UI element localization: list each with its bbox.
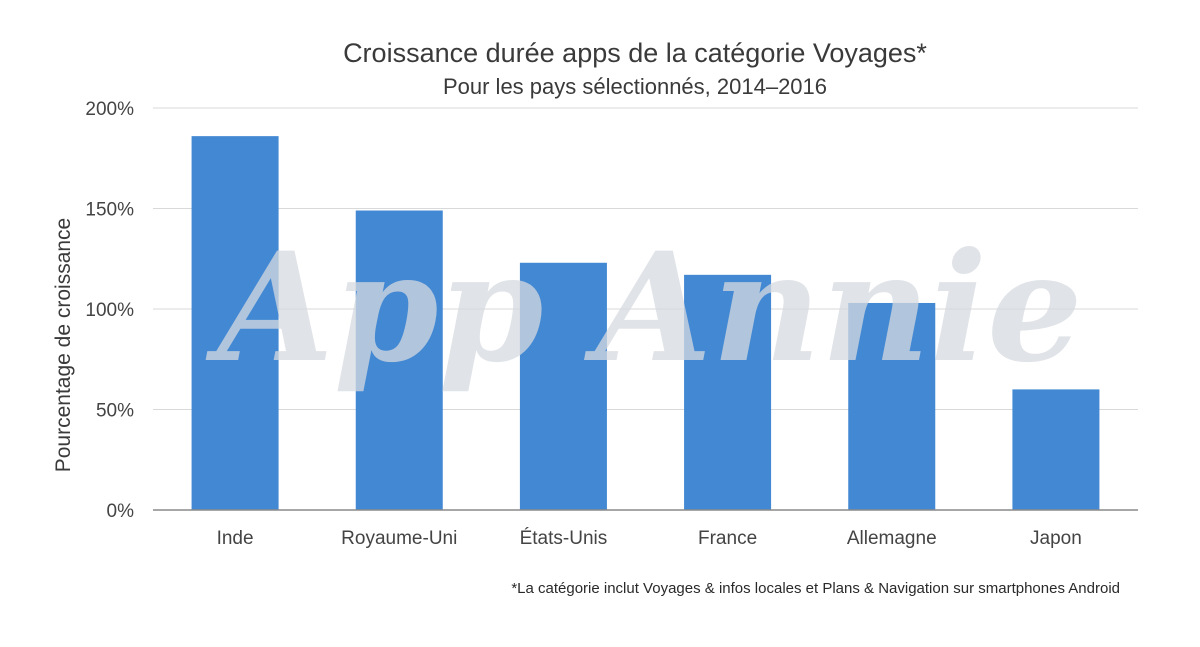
- y-tick-label: 100%: [85, 300, 134, 321]
- bar-6: [1012, 389, 1100, 510]
- x-tick-label: Inde: [217, 528, 254, 549]
- bar-4: [684, 274, 772, 510]
- x-tick-label: Allemagne: [847, 528, 937, 549]
- y-tick-label: 0%: [107, 501, 135, 522]
- x-tick-label: Japon: [1030, 528, 1082, 549]
- bars: [191, 136, 1100, 510]
- x-tick-labels: Inde Royaume-Uni États-Unis France Allemagne…: [217, 528, 1082, 549]
- y-tick-label: 200%: [85, 99, 134, 120]
- bar-2: [355, 210, 443, 510]
- bar-3: [519, 262, 607, 510]
- bar-1: [191, 136, 279, 510]
- x-tick-label: Royaume-Uni: [341, 528, 457, 549]
- gridlines: [153, 107, 1138, 410]
- y-tick-label: 50%: [96, 401, 134, 422]
- chart-subtitle: Pour les pays sélectionnés, 2014–2016: [442, 74, 828, 99]
- x-tick-label: États-Unis: [520, 528, 608, 549]
- bar-5: [848, 302, 936, 510]
- watermark-logo: App Annie: [205, 220, 1082, 396]
- y-tick-labels: 0% 50% 100% 150% 200%: [85, 99, 134, 522]
- footnote: *La catégorie inclut Voyages & infos loc…: [511, 580, 1120, 597]
- chart-title: Croissance durée apps de la catégorie Vo…: [343, 38, 927, 68]
- y-axis-label: Pourcentage de croissance: [52, 218, 75, 473]
- y-tick-label: 150%: [85, 200, 134, 221]
- x-tick-label: France: [698, 528, 757, 549]
